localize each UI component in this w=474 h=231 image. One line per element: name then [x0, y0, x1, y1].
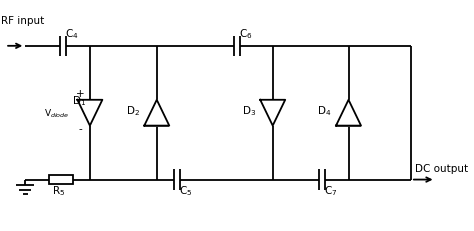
Polygon shape	[336, 100, 361, 126]
Text: R$_5$: R$_5$	[52, 183, 65, 197]
Text: D$_1$: D$_1$	[72, 94, 86, 108]
Text: RF input: RF input	[0, 16, 44, 26]
Bar	[49, 175, 73, 184]
Text: C$_4$: C$_4$	[65, 27, 79, 41]
Polygon shape	[260, 100, 285, 126]
Text: C$_6$: C$_6$	[239, 27, 253, 41]
Text: D$_4$: D$_4$	[317, 104, 332, 118]
Polygon shape	[77, 100, 102, 126]
Text: C$_5$: C$_5$	[179, 183, 192, 197]
Text: -: -	[78, 123, 82, 133]
Text: +: +	[76, 88, 84, 98]
Polygon shape	[144, 100, 169, 126]
Text: C$_7$: C$_7$	[324, 183, 337, 197]
Text: D$_2$: D$_2$	[126, 104, 140, 118]
Text: V$_{diode}$: V$_{diode}$	[45, 107, 70, 119]
Text: DC output: DC output	[415, 163, 468, 173]
Text: D$_3$: D$_3$	[242, 104, 256, 118]
